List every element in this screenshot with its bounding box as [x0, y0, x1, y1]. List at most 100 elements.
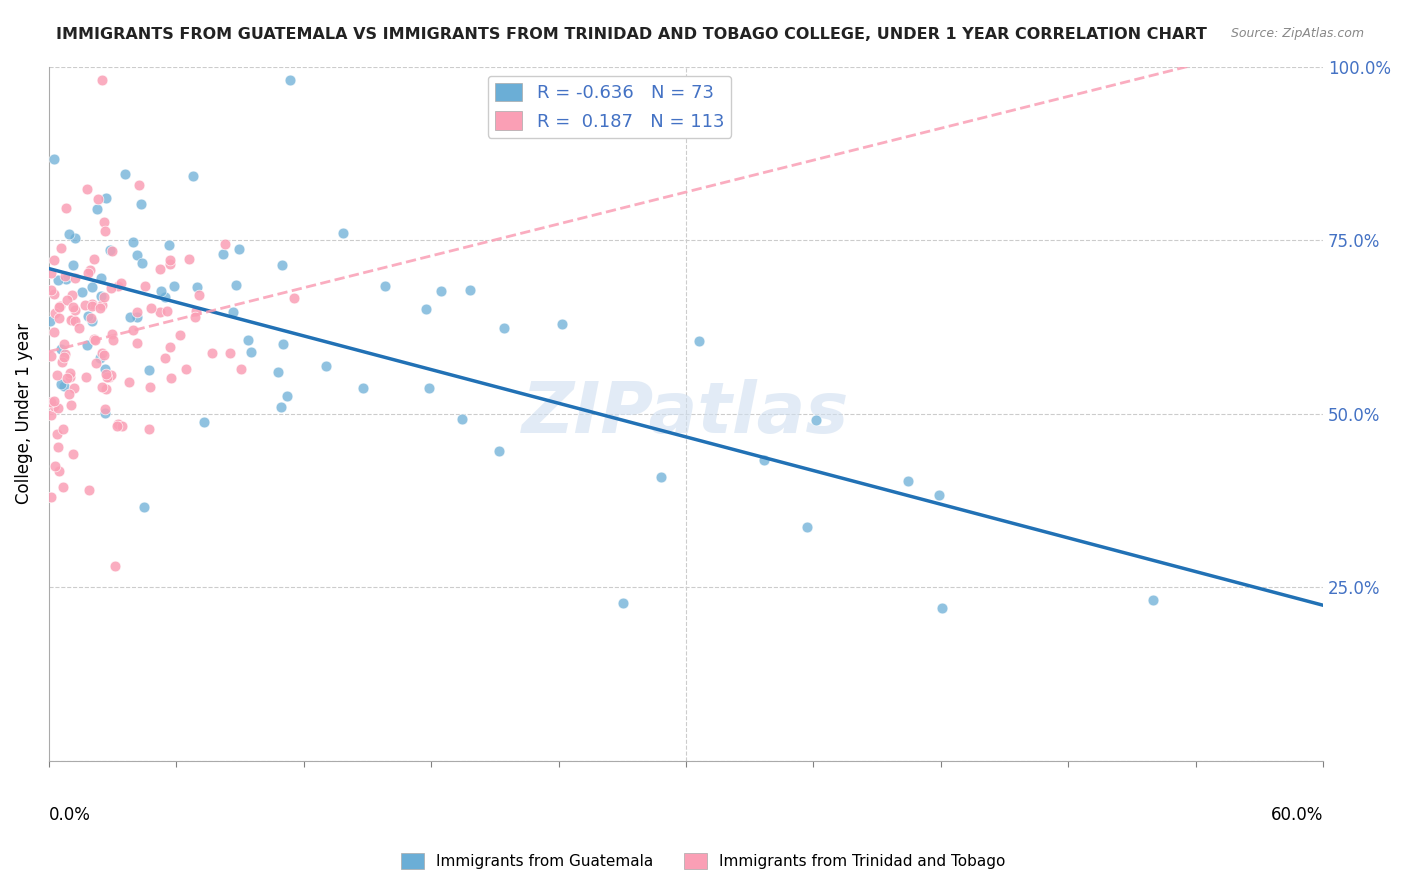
Point: [39, 408, 62, 422]
Point: [44, 253, 66, 268]
Point: [48, 310, 70, 325]
Point: [67, 320, 90, 334]
Point: [55, 272, 77, 286]
Point: [270, 400, 292, 414]
Point: [83, 333, 105, 347]
Point: [93, 224, 115, 238]
Point: [458, 284, 481, 298]
Point: [62, 311, 84, 326]
Point: [315, 359, 337, 374]
Point: [332, 226, 354, 240]
Point: [82, 299, 104, 313]
Point: [101, 326, 124, 341]
Point: [229, 362, 252, 376]
Point: [169, 328, 191, 343]
Point: [48, 300, 70, 314]
Point: [87, 192, 110, 206]
Point: [650, 470, 672, 484]
Point: [193, 416, 215, 430]
Point: [52, 421, 75, 435]
Point: [63, 271, 86, 285]
Point: [91, 73, 114, 87]
Point: [796, 520, 818, 534]
Point: [86, 356, 108, 370]
Point: [83, 332, 105, 346]
Point: [94, 191, 117, 205]
Point: [76, 267, 98, 281]
Point: [46, 273, 69, 287]
Point: [181, 169, 204, 184]
Point: [62, 381, 84, 395]
Point: [107, 417, 129, 431]
Point: [39, 490, 62, 504]
Point: [82, 314, 104, 328]
Point: [174, 362, 197, 376]
Point: [44, 394, 66, 409]
Point: [415, 302, 437, 317]
Point: [688, 334, 710, 348]
Point: [612, 596, 634, 610]
Point: [44, 458, 66, 473]
Point: [94, 368, 117, 382]
Point: [42, 326, 65, 340]
Point: [550, 317, 572, 331]
Text: 0.0%: 0.0%: [49, 806, 91, 824]
Point: [53, 379, 76, 393]
Point: [125, 310, 148, 324]
Point: [45, 427, 67, 442]
Point: [56, 370, 79, 384]
Point: [65, 314, 87, 328]
Point: [928, 488, 950, 502]
Point: [76, 182, 98, 196]
Point: [125, 304, 148, 318]
Point: [187, 288, 209, 302]
Text: Source: ZipAtlas.com: Source: ZipAtlas.com: [1230, 27, 1364, 40]
Point: [39, 349, 62, 363]
Point: [271, 336, 294, 351]
Point: [138, 422, 160, 436]
Point: [177, 252, 200, 266]
Point: [100, 281, 122, 295]
Point: [70, 285, 93, 299]
Point: [114, 167, 136, 181]
Point: [51, 355, 73, 369]
Point: [77, 483, 100, 497]
Point: [159, 340, 181, 354]
Point: [494, 321, 516, 335]
Point: [101, 244, 124, 259]
Point: [39, 266, 62, 280]
Point: [212, 247, 235, 261]
Text: 60.0%: 60.0%: [1271, 806, 1323, 824]
Point: [76, 337, 98, 351]
Point: [89, 301, 111, 315]
Point: [134, 279, 156, 293]
Point: [94, 401, 117, 416]
Point: [122, 323, 145, 337]
Point: [897, 475, 920, 489]
Point: [58, 370, 80, 384]
Point: [149, 304, 172, 318]
Point: [49, 377, 72, 392]
Text: IMMIGRANTS FROM GUATEMALA VS IMMIGRANTS FROM TRINIDAD AND TOBAGO COLLEGE, UNDER : IMMIGRANTS FROM GUATEMALA VS IMMIGRANTS …: [56, 27, 1208, 42]
Point: [59, 366, 82, 380]
Point: [46, 440, 69, 454]
Point: [89, 351, 111, 366]
Point: [76, 309, 98, 323]
Point: [63, 231, 86, 245]
Point: [122, 235, 145, 250]
Point: [451, 412, 474, 426]
Text: ZIPatlas: ZIPatlas: [523, 379, 849, 448]
Y-axis label: College, Under 1 year: College, Under 1 year: [15, 323, 32, 504]
Point: [49, 241, 72, 255]
Point: [82, 279, 104, 293]
Point: [105, 419, 128, 434]
Point: [134, 500, 156, 514]
Point: [98, 243, 121, 257]
Point: [75, 370, 97, 384]
Point: [90, 380, 112, 394]
Point: [52, 480, 75, 494]
Point: [276, 389, 298, 403]
Point: [44, 306, 66, 320]
Point: [44, 399, 66, 413]
Point: [155, 290, 177, 304]
